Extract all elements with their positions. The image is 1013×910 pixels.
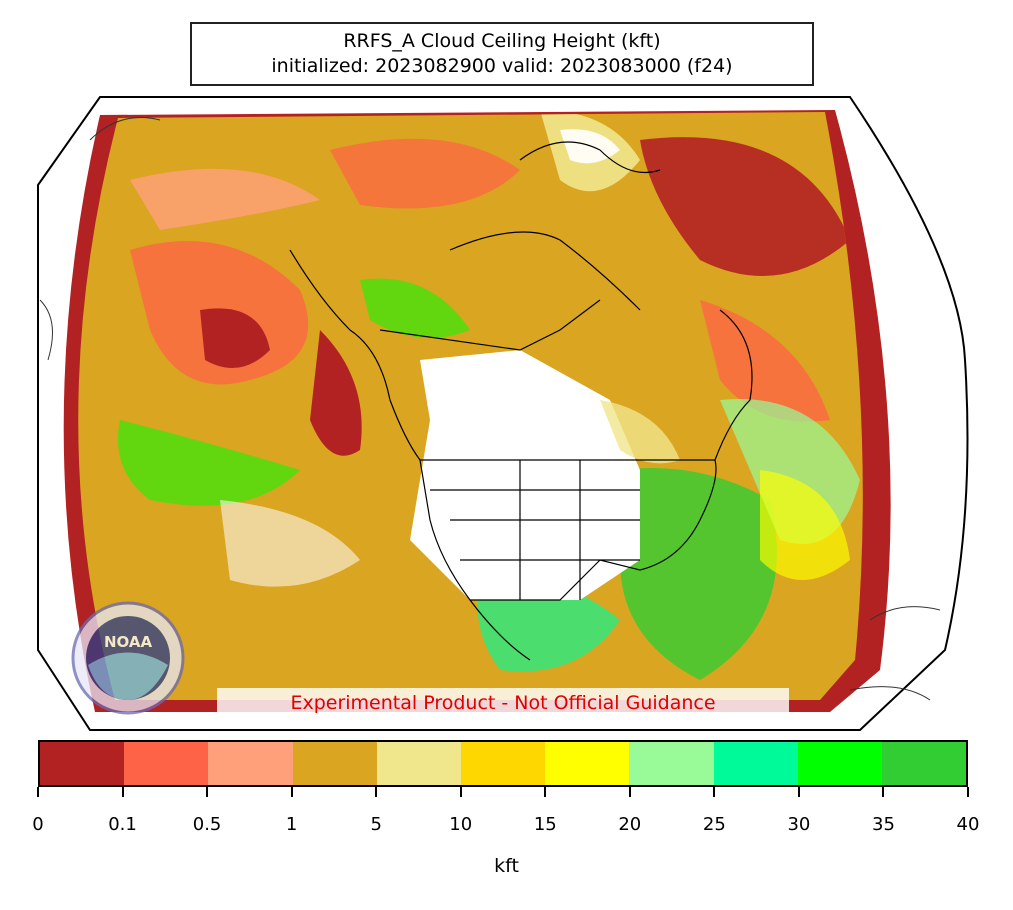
colorbar-tick-label: 25	[702, 814, 726, 835]
colorbar-swatch: #32cd32	[881, 742, 967, 785]
colorbar-tick	[544, 787, 547, 797]
colorbar-tick	[882, 787, 885, 797]
colorbar-tick-label: 1	[285, 814, 298, 835]
colorbar-swatch: #00ff00	[797, 742, 882, 785]
colorbar-tick-label: 0	[32, 814, 44, 835]
colorbar-tick-label: 40	[956, 814, 980, 835]
noaa-logo: NOAA	[71, 601, 185, 715]
colorbar-tick-label: 20	[618, 814, 642, 835]
colorbar-tick	[121, 787, 124, 797]
colorbar-tick-label: 30	[787, 814, 811, 835]
outer-land-outline	[39, 117, 941, 701]
colorbar-tick-label: 5	[370, 814, 382, 835]
colorbar-label: kft	[494, 855, 519, 877]
colorbar-swatch: #ffd700	[460, 742, 546, 785]
colorbar-swatch: #ffa07a	[208, 742, 293, 785]
colorbar-swatch: #ff6347	[124, 742, 209, 785]
colorbar-swatch: #f0e68c	[376, 742, 461, 785]
logo-text: NOAA	[104, 633, 153, 651]
coastline-overlay	[289, 141, 753, 661]
colorbar: #b22222#ff6347#ffa07a#daa520#f0e68c#ffd7…	[38, 740, 968, 787]
colorbar-tick-label: 10	[449, 814, 473, 835]
title-line-2: initialized: 2023082900 valid: 202308300…	[271, 55, 733, 77]
colorbar-tick	[797, 787, 800, 797]
title-line-1: RRFS_A Cloud Ceiling Height (kft)	[343, 30, 661, 52]
disclaimer-banner: Experimental Product - Not Official Guid…	[217, 688, 789, 718]
map-title: RRFS_A Cloud Ceiling Height (kft) initia…	[190, 22, 814, 86]
colorbar-tick	[37, 787, 39, 797]
colorbar-swatch: #b22222	[40, 742, 125, 785]
colorbar-tick	[628, 787, 631, 797]
colorbar-tick	[713, 787, 716, 797]
colorbar-tick	[375, 787, 378, 797]
colorbar-swatch: #daa520	[292, 742, 377, 785]
colorbar-swatch: #ffff00	[545, 742, 630, 785]
colorbar-swatch: #00fa9a	[713, 742, 798, 785]
colorbar-tick-label: 0.5	[192, 814, 222, 835]
colorbar-tick-label: 0.1	[108, 814, 137, 835]
colorbar-tick	[967, 787, 969, 797]
colorbar-tick	[290, 787, 293, 797]
colorbar-tick	[206, 787, 209, 797]
colorbar-tick-label: 35	[872, 814, 895, 835]
colorbar-swatch: #98fb98	[629, 742, 714, 785]
colorbar-tick-label: 15	[533, 814, 557, 835]
colorbar-tick	[459, 787, 462, 797]
